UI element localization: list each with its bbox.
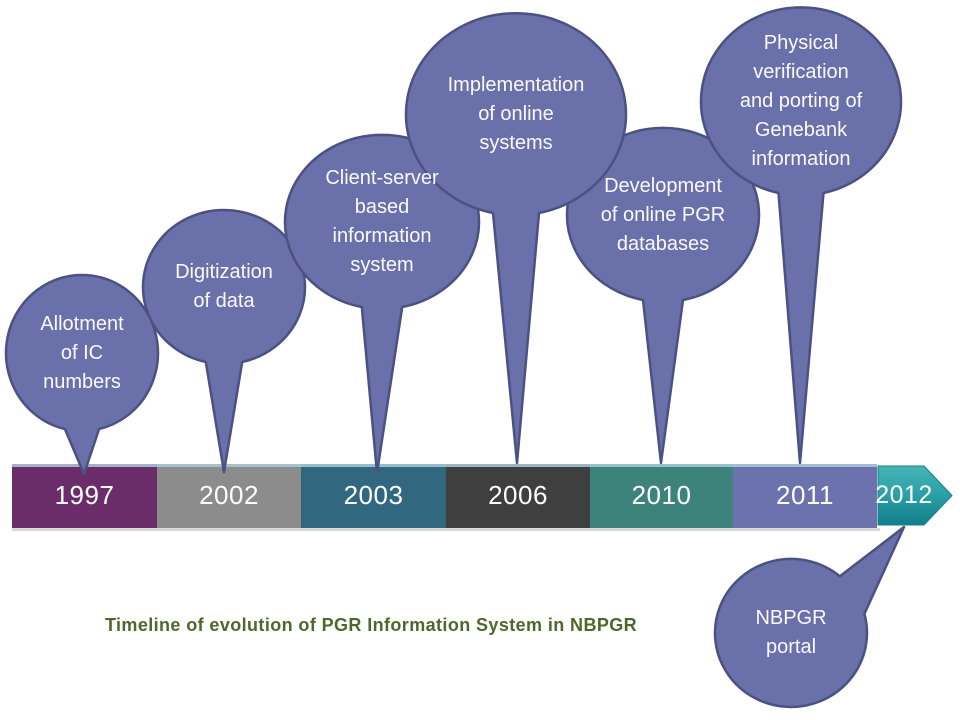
callout-digitization-of-data [141,208,307,474]
timeline-segment-2003 [301,464,446,528]
timeline-segment-2010 [590,464,733,528]
timeline-bar-highlight [12,464,877,467]
timeline-arrow-2012 [877,465,953,526]
callout-client-server-system [283,133,481,475]
callout-nbpgr-portal [713,525,906,709]
timeline-segment-2011 [733,464,877,528]
callout-genebank-information [699,6,903,465]
timeline-bar-shadow [12,528,880,531]
timeline-bar [12,464,953,528]
callout-bubbles [4,6,906,709]
timeline-segment-2002 [157,464,301,528]
callout-allotment-ic-numbers [4,273,160,476]
timeline-segment-2006 [446,464,590,528]
callout-online-pgr-databases [565,126,761,465]
callout-online-systems [404,11,628,465]
